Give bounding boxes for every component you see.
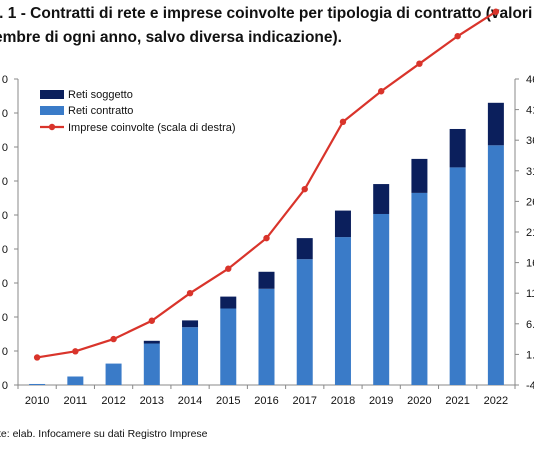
bar-reti-contratto xyxy=(334,237,351,385)
right-tick-label: 36 xyxy=(526,135,534,147)
point-imprese-coinvolte xyxy=(263,234,270,242)
x-tick-label: 2014 xyxy=(178,395,202,407)
right-tick-label: 6. xyxy=(526,319,534,331)
right-tick-label: 16 xyxy=(526,258,534,270)
bar-reti-contratto xyxy=(182,327,199,385)
bar-reti-soggetto xyxy=(258,271,275,289)
bar-reti-contratto xyxy=(67,376,84,385)
left-tick-label: 0 xyxy=(2,74,8,86)
bar-reti-contratto xyxy=(487,145,504,385)
left-tick-label: 0 xyxy=(2,380,8,392)
bar-reti-contratto xyxy=(29,383,46,385)
point-imprese-coinvolte xyxy=(110,335,117,343)
source-note: te: elab. Infocamere su dati Registro Im… xyxy=(0,428,208,440)
bar-reti-contratto xyxy=(373,213,390,385)
x-tick-label: 2020 xyxy=(407,395,431,407)
bar-reti-contratto xyxy=(258,288,275,385)
left-tick-label: 0 xyxy=(2,312,8,324)
bar-reti-soggetto xyxy=(220,296,237,309)
legend-swatch-reti-contratto xyxy=(40,106,64,115)
point-imprese-coinvolte xyxy=(454,32,461,40)
left-tick-label: 0 xyxy=(2,278,8,290)
x-tick-label: 2013 xyxy=(140,395,164,407)
bar-reti-soggetto xyxy=(296,238,313,260)
right-tick-label: -4 xyxy=(526,380,534,392)
right-tick-label: 41 xyxy=(526,105,534,117)
legend-label-reti-soggetto: Reti soggetto xyxy=(68,89,133,101)
point-imprese-coinvolte xyxy=(377,88,385,95)
bar-reti-soggetto xyxy=(182,320,199,328)
left-tick-label: 0 xyxy=(2,346,8,358)
bar-reti-contratto xyxy=(143,343,160,385)
x-tick-label: 2017 xyxy=(292,395,316,407)
bar-reti-contratto xyxy=(220,308,237,385)
left-tick-label: 0 xyxy=(2,244,8,256)
point-imprese-coinvolte xyxy=(33,354,41,361)
bar-reti-soggetto xyxy=(143,340,160,344)
right-tick-label: 26 xyxy=(526,196,534,208)
point-imprese-coinvolte xyxy=(148,317,156,324)
x-tick-label: 2012 xyxy=(101,395,125,407)
x-tick-label: 2019 xyxy=(369,395,393,407)
right-tick-label: 46 xyxy=(526,74,534,86)
bar-reti-contratto xyxy=(411,192,428,385)
point-imprese-coinvolte xyxy=(301,185,308,193)
bar-reti-contratto xyxy=(296,259,313,385)
bar-reti-soggetto xyxy=(411,158,428,193)
point-imprese-coinvolte xyxy=(72,348,79,355)
point-imprese-coinvolte xyxy=(416,60,423,67)
x-tick-label: 2022 xyxy=(484,395,508,407)
bar-reti-contratto xyxy=(449,167,466,385)
bar-reti-soggetto xyxy=(487,102,504,146)
point-imprese-coinvolte xyxy=(492,8,500,15)
bar-reti-soggetto xyxy=(449,128,466,168)
point-imprese-coinvolte xyxy=(186,290,194,297)
left-tick-label: 0 xyxy=(2,176,8,188)
left-tick-label: 0 xyxy=(2,210,8,222)
bar-reti-soggetto xyxy=(373,184,390,214)
bar-reti-soggetto xyxy=(334,210,351,238)
chart-title: f. 1 - Contratti di rete e imprese coinv… xyxy=(0,2,534,50)
point-imprese-coinvolte xyxy=(339,118,347,126)
title-line-1: f. 1 - Contratti di rete e imprese coinv… xyxy=(0,5,534,22)
left-tick-label: 0 xyxy=(2,142,8,154)
right-tick-label: 21 xyxy=(526,227,534,239)
point-imprese-coinvolte xyxy=(225,265,232,272)
right-tick-label: 31 xyxy=(526,166,534,178)
bar-reti-contratto xyxy=(105,363,122,385)
x-tick-label: 2021 xyxy=(445,395,469,407)
right-tick-label: 11 xyxy=(526,288,534,300)
x-tick-label: 2018 xyxy=(331,395,355,407)
x-tick-label: 2015 xyxy=(216,395,240,407)
x-tick-label: 2011 xyxy=(64,395,88,407)
x-tick-label: 2010 xyxy=(25,395,49,407)
legend-swatch-imprese-point xyxy=(48,123,56,131)
x-tick-label: 2016 xyxy=(254,395,278,407)
title-line-2: embre di ogni anno, salvo diversa indica… xyxy=(0,29,342,46)
legend-label-imprese: Imprese coinvolte (scala di destra) xyxy=(68,122,236,134)
right-tick-label: 1. xyxy=(526,349,534,361)
legend-label-reti-contratto: Reti contratto xyxy=(68,105,133,117)
left-tick-label: 0 xyxy=(2,108,8,120)
legend-swatch-reti-soggetto xyxy=(40,90,64,99)
